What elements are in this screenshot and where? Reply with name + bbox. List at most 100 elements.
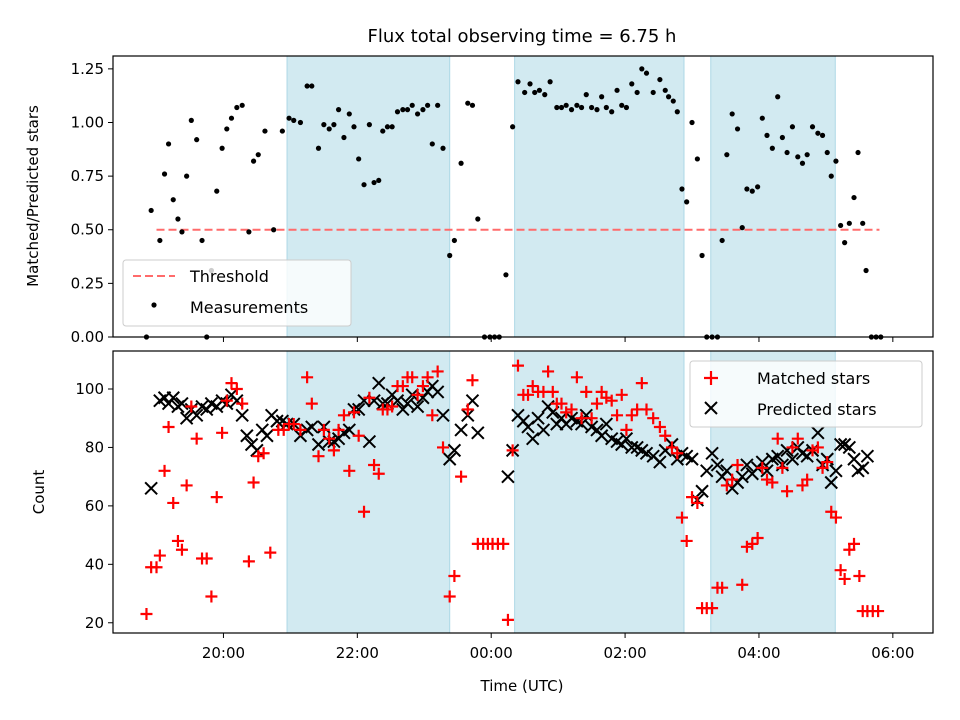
measurement-point bbox=[239, 102, 245, 108]
matched-star-point bbox=[210, 491, 223, 504]
predicted-star-point bbox=[525, 431, 540, 446]
matched-star-point bbox=[431, 365, 444, 378]
matched-star-point bbox=[368, 458, 381, 471]
matched-star-point bbox=[659, 429, 672, 442]
measurement-point bbox=[755, 184, 761, 190]
count-y-axis-label: Count bbox=[30, 470, 48, 515]
predicted-star-point bbox=[342, 423, 357, 437]
measurement-point bbox=[409, 102, 415, 108]
count-panel: 20 40 60 80 100 20:00 22:00 00:00 02:00 04:00 06:… bbox=[30, 350, 934, 695]
x-tick-label: 20:00 bbox=[202, 644, 245, 662]
measurement-point bbox=[558, 104, 565, 111]
threshold-legend-label: Threshold bbox=[189, 267, 269, 286]
matched-legend-label: Matched stars bbox=[757, 369, 870, 388]
matched-star-point bbox=[171, 534, 184, 547]
measurement-point bbox=[165, 141, 172, 147]
matched-star-point bbox=[620, 423, 633, 436]
matched-star-point bbox=[327, 444, 340, 457]
measurement-point bbox=[435, 102, 441, 108]
matched-star-point bbox=[501, 613, 514, 626]
measurement-point bbox=[815, 130, 821, 136]
matched-star-point bbox=[720, 479, 733, 492]
matched-star-point bbox=[580, 385, 593, 398]
measurement-point bbox=[262, 128, 268, 134]
x-tick-label: 04:00 bbox=[737, 644, 780, 662]
predicted-star-point bbox=[695, 484, 709, 498]
y-tick-label: 0.00 bbox=[71, 328, 104, 346]
matched-star-point bbox=[829, 511, 842, 524]
matched-star-point bbox=[225, 377, 238, 390]
matched-star-point bbox=[686, 491, 699, 504]
measurement-point bbox=[749, 188, 755, 194]
matched-star-point bbox=[691, 496, 704, 509]
matched-star-point bbox=[426, 409, 439, 422]
predicted-star-point bbox=[856, 461, 870, 475]
measurements-legend-swatch bbox=[151, 302, 157, 308]
matched-star-point bbox=[312, 450, 325, 463]
matched-star-point bbox=[848, 537, 861, 550]
matched-star-point bbox=[162, 420, 175, 433]
figure-title: Flux total observing time = 6.75 h bbox=[368, 26, 677, 47]
ratio-panel: 0.00 0.25 0.50 0.75 1.00 1.25 Matched/Predict… bbox=[24, 55, 934, 346]
matched-star-point bbox=[665, 441, 678, 454]
measurement-point bbox=[775, 94, 781, 100]
predicted-star-point bbox=[594, 429, 609, 443]
measurement-point bbox=[674, 109, 680, 115]
measurement-point bbox=[331, 122, 337, 128]
measurement-point bbox=[351, 124, 357, 130]
measurement-point bbox=[224, 126, 230, 132]
matched-star-point bbox=[801, 473, 814, 486]
measurement-point bbox=[809, 124, 816, 130]
matched-legend-swatch bbox=[704, 371, 718, 385]
measurement-point bbox=[657, 76, 663, 83]
measurement-point bbox=[199, 237, 205, 244]
predicted-star-point bbox=[824, 475, 838, 490]
count-panel-frame bbox=[112, 350, 934, 634]
measurement-point bbox=[769, 145, 775, 151]
matched-star-point bbox=[294, 423, 307, 436]
measurement-point bbox=[670, 98, 676, 104]
matched-star-point bbox=[406, 371, 419, 384]
predicted-star-point bbox=[842, 440, 857, 455]
predicted-star-point bbox=[735, 469, 749, 484]
measurement-point bbox=[469, 102, 476, 108]
predicted-star-point bbox=[362, 434, 377, 449]
observing-band bbox=[710, 55, 836, 338]
matched-star-point bbox=[611, 409, 624, 422]
predicted-star-point bbox=[260, 429, 274, 443]
matched-star-point bbox=[230, 382, 243, 395]
measurement-point bbox=[346, 111, 352, 117]
measurement-point bbox=[699, 252, 705, 259]
matched-star-point bbox=[287, 418, 300, 431]
measurement-point bbox=[451, 237, 457, 244]
matched-star-point bbox=[140, 608, 153, 621]
measurement-point bbox=[729, 111, 735, 117]
matched-star-point bbox=[386, 400, 399, 413]
matched-star-point bbox=[205, 590, 218, 603]
matched-star-point bbox=[277, 423, 290, 436]
predicted-star-point bbox=[531, 411, 545, 425]
count-legend-box bbox=[689, 360, 923, 428]
measurement-point bbox=[250, 158, 257, 164]
y-tick-label: 40 bbox=[85, 555, 104, 573]
measurement-point bbox=[599, 94, 605, 100]
matched-star-point bbox=[153, 549, 166, 562]
measurement-point bbox=[629, 81, 635, 87]
matched-star-point bbox=[167, 496, 180, 509]
matched-points bbox=[140, 359, 885, 626]
matched-star-point bbox=[352, 429, 365, 442]
matched-star-point bbox=[625, 409, 638, 422]
measurement-point bbox=[623, 104, 630, 111]
matched-star-point bbox=[653, 420, 666, 433]
measurement-point bbox=[356, 156, 362, 162]
x-axis-label: Time (UTC) bbox=[480, 677, 564, 695]
measurement-point bbox=[425, 102, 431, 108]
measurement-point bbox=[279, 128, 285, 134]
y-tick-label: 100 bbox=[75, 380, 104, 398]
measurement-point bbox=[824, 149, 830, 156]
measurement-point bbox=[341, 134, 347, 141]
matched-star-point bbox=[411, 388, 424, 401]
matched-star-point bbox=[372, 467, 385, 480]
measurement-point bbox=[414, 111, 421, 117]
measurement-point bbox=[321, 122, 327, 128]
